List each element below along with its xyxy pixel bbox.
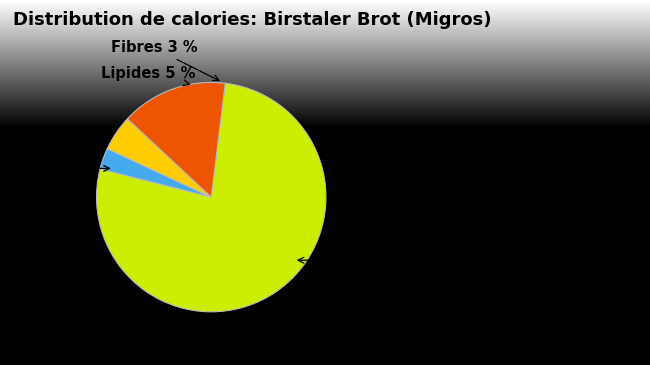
Text: Fibres 3 %: Fibres 3 %	[111, 41, 219, 81]
Text: Lipides 5 %: Lipides 5 %	[101, 66, 196, 86]
Wedge shape	[100, 149, 211, 197]
Text: Glucides 77 %: Glucides 77 %	[298, 253, 504, 268]
Text: © vitahoy.ch: © vitahoy.ch	[13, 345, 93, 358]
Wedge shape	[97, 83, 326, 312]
Wedge shape	[127, 82, 226, 197]
Wedge shape	[107, 119, 211, 197]
Text: Protéines 15 %: Protéines 15 %	[0, 161, 110, 176]
Text: Distribution de calories: Birstaler Brot (Migros): Distribution de calories: Birstaler Brot…	[13, 11, 491, 29]
